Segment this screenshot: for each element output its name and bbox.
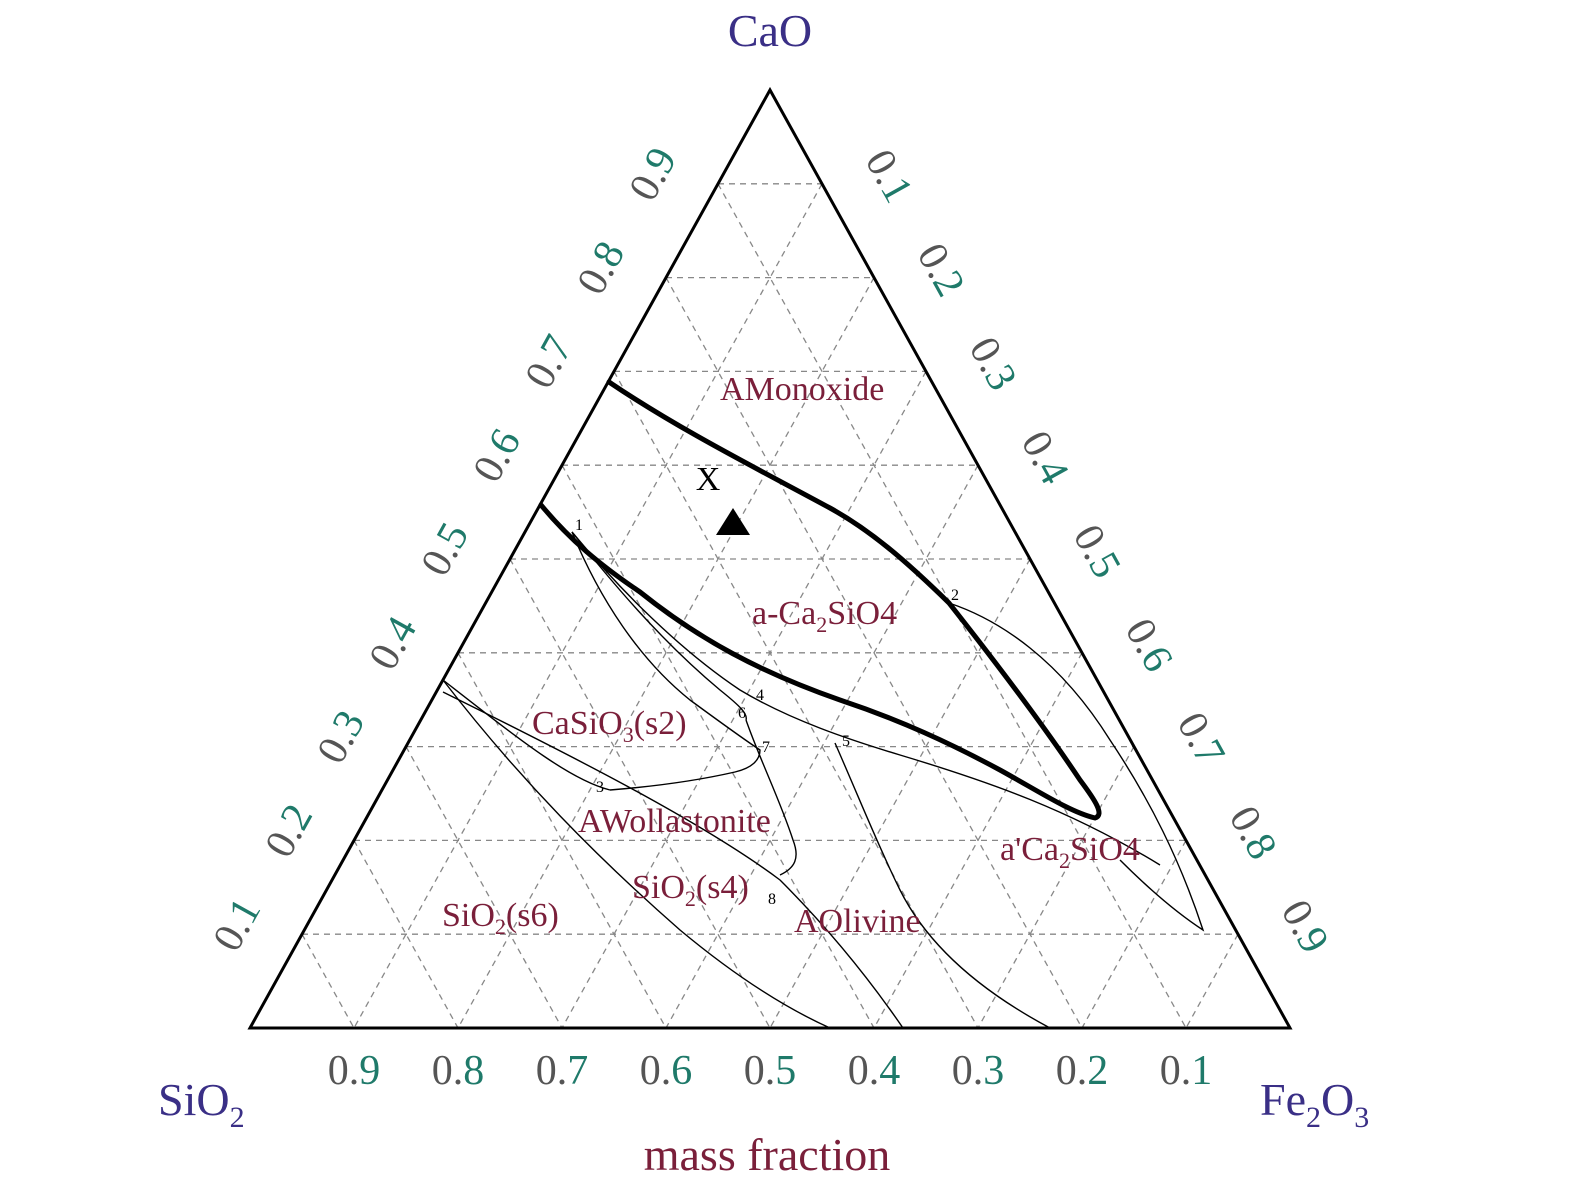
bottom-tick-label: 0.7: [536, 1048, 589, 1094]
bottom-axis-ticks: 0.9 0.8 0.7 0.6 0.5 0.4 0.3 0.2 0.1: [328, 1048, 1213, 1094]
left-tick-label: 0.7: [516, 328, 582, 396]
bottom-tick-label: 0.4: [848, 1048, 901, 1094]
grid-lines: [301, 183, 1239, 1029]
bottom-tick-label: 0.3: [952, 1048, 1005, 1094]
grid-line: [1185, 933, 1239, 1029]
liquidus-boundary-thick: [538, 379, 1102, 821]
point-label-8: 8: [768, 891, 776, 908]
left-tick-label: 0.5: [412, 515, 478, 583]
point-label-3: 3: [596, 779, 604, 796]
right-tick-label: 0.6: [1116, 611, 1182, 679]
boundary-line: [834, 742, 1051, 1029]
grid-line: [561, 371, 927, 1029]
bottom-tick-label: 0.9: [328, 1048, 381, 1094]
grid-line: [665, 464, 979, 1029]
region-label-awollastonite: AWollastonite: [578, 803, 771, 840]
grid-line: [613, 371, 979, 1029]
boundary-line: [745, 719, 797, 876]
boundary-line: [571, 531, 1161, 866]
point-label-4: 4: [756, 687, 764, 704]
grid-line: [405, 746, 563, 1029]
grid-line: [353, 183, 823, 1029]
right-tick-label: 0.7: [1168, 705, 1234, 773]
grid-line: [353, 840, 459, 1029]
region-label-aolivine: AOlivine: [794, 903, 921, 940]
right-tick-label: 0.8: [1220, 799, 1286, 867]
bottom-tick-label: 0.5: [744, 1048, 797, 1094]
boundary-line: [571, 531, 747, 721]
point-label-7: 7: [762, 739, 770, 756]
left-tick-label: 0.9: [620, 140, 686, 208]
vertex-label-fe2o3: Fe2O3: [1260, 1074, 1369, 1134]
point-label-5: 5: [842, 733, 850, 750]
axis-caption: mass fraction: [644, 1129, 891, 1180]
bottom-tick-label: 0.8: [432, 1048, 485, 1094]
right-tick-label: 0.4: [1012, 423, 1078, 491]
right-tick-label: 0.1: [856, 142, 922, 210]
region-label-sio2-s4: SiO2(s4): [632, 869, 749, 911]
boundary-line: [442, 679, 611, 791]
region-label-a-ca2sio4: a-Ca2SiO4: [752, 595, 897, 637]
left-tick-label: 0.1: [204, 890, 270, 958]
region-labels: AMonoxide a-Ca2SiO4 CaSiO3(s2) AWollasto…: [442, 371, 1140, 940]
region-label-casio3-s2: CaSiO3(s2): [532, 705, 687, 747]
bottom-tick-label: 0.1: [1160, 1048, 1213, 1094]
point-label-2: 2: [951, 587, 959, 604]
right-tick-label: 0.3: [960, 330, 1026, 398]
boundary-line: [948, 602, 1205, 932]
left-tick-label: 0.2: [256, 797, 322, 865]
composition-marker-x: [716, 508, 750, 535]
grid-line: [977, 746, 1135, 1029]
grid-line: [1081, 840, 1187, 1029]
grid-line: [717, 183, 1187, 1029]
boundary-line: [442, 679, 831, 1029]
left-tick-label: 0.4: [360, 609, 426, 677]
grid-line: [769, 558, 1031, 1029]
marker-label: X: [696, 461, 721, 498]
region-label-amonoxide: AMonoxide: [720, 371, 884, 408]
right-tick-label: 0.9: [1272, 892, 1338, 960]
triangle-frame: [247, 86, 1293, 1030]
region-label-sio2-s6: SiO2(s6): [442, 897, 559, 939]
grid-line: [301, 933, 355, 1029]
thin-boundaries: [442, 531, 1205, 1029]
point-labels: 1 2 3 4 5 6 7 8: [575, 517, 959, 908]
left-tick-label: 0.8: [568, 234, 634, 302]
vertex-label-sio2: SiO2: [158, 1074, 245, 1134]
boundary-line: [571, 531, 761, 791]
vertex-label-cao: CaO: [728, 5, 812, 56]
left-tick-label: 0.3: [308, 703, 374, 771]
region-label-a-prime-ca2sio4: a'Ca2SiO4: [1000, 831, 1140, 873]
point-label-1: 1: [575, 517, 583, 534]
boundary-line: [442, 691, 904, 1029]
left-tick-label: 0.6: [464, 421, 530, 489]
bottom-tick-label: 0.2: [1056, 1048, 1109, 1094]
right-tick-label: 0.2: [908, 236, 974, 304]
right-tick-label: 0.5: [1064, 517, 1130, 585]
bottom-tick-label: 0.6: [640, 1048, 693, 1094]
point-label-6: 6: [738, 705, 746, 722]
